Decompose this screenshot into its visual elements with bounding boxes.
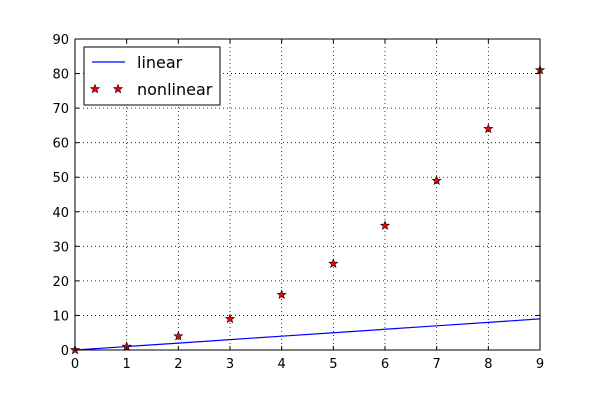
x-tick-label: 0 — [71, 357, 79, 372]
legend-label-linear: linear — [137, 53, 183, 72]
y-tick-label: 20 — [52, 275, 69, 290]
data-point-nonlinear — [224, 313, 236, 324]
data-point-nonlinear — [483, 123, 494, 134]
legend: linear nonlinear — [83, 46, 221, 106]
legend-marker-nonlinear — [112, 83, 124, 94]
legend-label-nonlinear: nonlinear — [137, 80, 213, 99]
data-point-nonlinear — [173, 330, 184, 341]
x-tick-label: 3 — [226, 357, 234, 372]
y-tick-label: 0 — [61, 344, 69, 359]
y-tick-label: 30 — [52, 240, 69, 255]
x-tick-label: 5 — [329, 357, 337, 372]
y-tick-label: 70 — [52, 102, 69, 117]
plot-frame — [74, 38, 541, 351]
y-tick-label: 10 — [52, 309, 69, 324]
y-tick-label: 80 — [52, 68, 69, 83]
x-tick-label: 2 — [174, 357, 182, 372]
x-tick-label: 9 — [536, 357, 544, 372]
x-tick-label: 7 — [433, 357, 441, 372]
x-tick-label: 4 — [278, 357, 286, 372]
x-tick-label: 8 — [484, 357, 492, 372]
y-tick-label: 90 — [52, 33, 69, 48]
legend-box — [83, 46, 221, 106]
series-layer — [69, 64, 546, 355]
data-point-nonlinear — [328, 258, 339, 268]
x-tick-label: 1 — [123, 357, 131, 372]
legend-marker-nonlinear — [89, 83, 101, 94]
series-line-linear — [74, 318, 541, 351]
x-tick-label: 6 — [381, 357, 389, 372]
data-point-nonlinear — [431, 175, 442, 186]
y-tick-label: 40 — [52, 206, 69, 221]
data-point-nonlinear — [276, 289, 287, 300]
data-point-nonlinear — [379, 220, 391, 230]
y-tick-label: 50 — [52, 171, 69, 186]
y-tick-label: 60 — [52, 137, 69, 152]
